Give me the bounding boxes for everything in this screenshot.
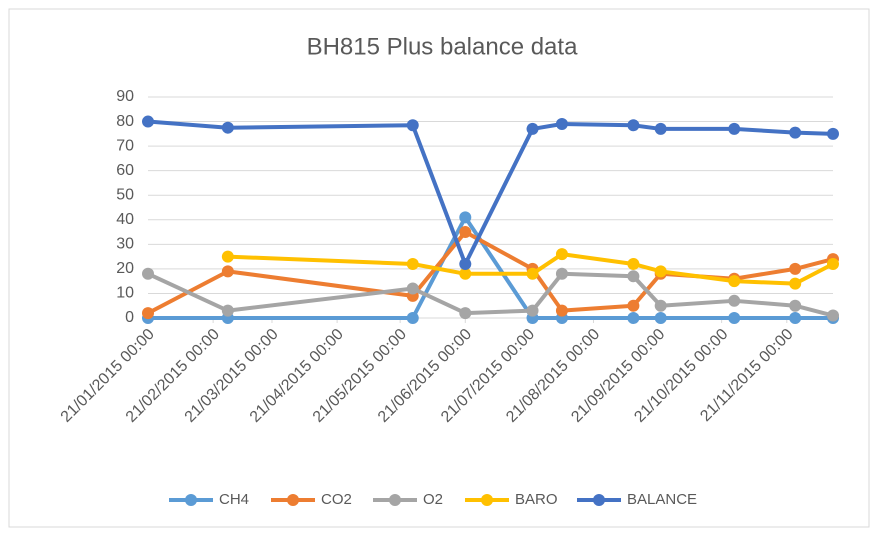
data-point <box>555 248 568 261</box>
data-point <box>459 211 472 224</box>
data-point <box>142 115 154 128</box>
y-tick-label: 60 <box>116 162 134 179</box>
data-point <box>406 312 419 324</box>
data-point <box>627 119 640 132</box>
data-point <box>406 119 419 132</box>
legend-label: BARO <box>515 491 558 508</box>
series-line <box>227 252 834 286</box>
legend-marker <box>287 494 299 506</box>
y-tick-label: 40 <box>116 211 134 228</box>
y-tick-label: 70 <box>116 137 134 154</box>
data-point <box>459 307 472 320</box>
data-point <box>555 118 568 131</box>
legend-marker <box>389 494 401 506</box>
data-point <box>789 262 802 275</box>
legend-label: O2 <box>423 491 443 508</box>
data-point <box>789 126 802 139</box>
data-point <box>728 312 741 324</box>
data-point <box>827 257 839 270</box>
chart-title: BH815 Plus balance data <box>307 33 579 60</box>
data-point <box>459 267 472 280</box>
data-point <box>555 267 568 280</box>
data-point <box>827 127 839 140</box>
data-point <box>654 265 667 278</box>
legend-marker <box>185 494 197 506</box>
data-point <box>728 275 741 288</box>
data-point <box>406 282 419 295</box>
data-point <box>827 309 839 322</box>
legend-label: CO2 <box>321 491 352 508</box>
data-point <box>627 270 640 283</box>
y-tick-label: 50 <box>116 186 134 203</box>
data-point <box>406 257 419 270</box>
y-tick-label: 20 <box>116 260 134 277</box>
data-point <box>627 312 640 324</box>
y-tick-label: 90 <box>116 88 134 105</box>
data-point <box>459 226 472 239</box>
y-tick-label: 10 <box>116 285 134 302</box>
data-point <box>789 299 802 312</box>
data-point <box>654 299 667 312</box>
data-point <box>142 307 154 320</box>
data-point <box>555 304 568 317</box>
data-point <box>221 304 234 317</box>
data-point <box>728 122 741 135</box>
data-point <box>221 121 234 134</box>
y-tick-label: 0 <box>125 309 134 326</box>
data-point <box>627 257 640 270</box>
data-point <box>627 299 640 312</box>
y-tick-label: 80 <box>116 113 134 130</box>
data-point <box>526 267 539 280</box>
data-point <box>142 267 154 280</box>
data-point <box>789 277 802 290</box>
y-tick-label: 30 <box>116 236 134 253</box>
data-point <box>654 312 667 324</box>
legend-marker <box>481 494 493 506</box>
data-point <box>526 122 539 135</box>
data-point <box>654 122 667 135</box>
data-point <box>221 265 234 278</box>
data-point <box>789 312 802 324</box>
data-point <box>728 294 741 307</box>
data-point <box>221 250 234 263</box>
data-point <box>526 304 539 317</box>
data-point <box>459 257 472 270</box>
legend-label: BALANCE <box>627 491 697 508</box>
legend-marker <box>593 494 605 506</box>
legend-label: CH4 <box>219 491 249 508</box>
